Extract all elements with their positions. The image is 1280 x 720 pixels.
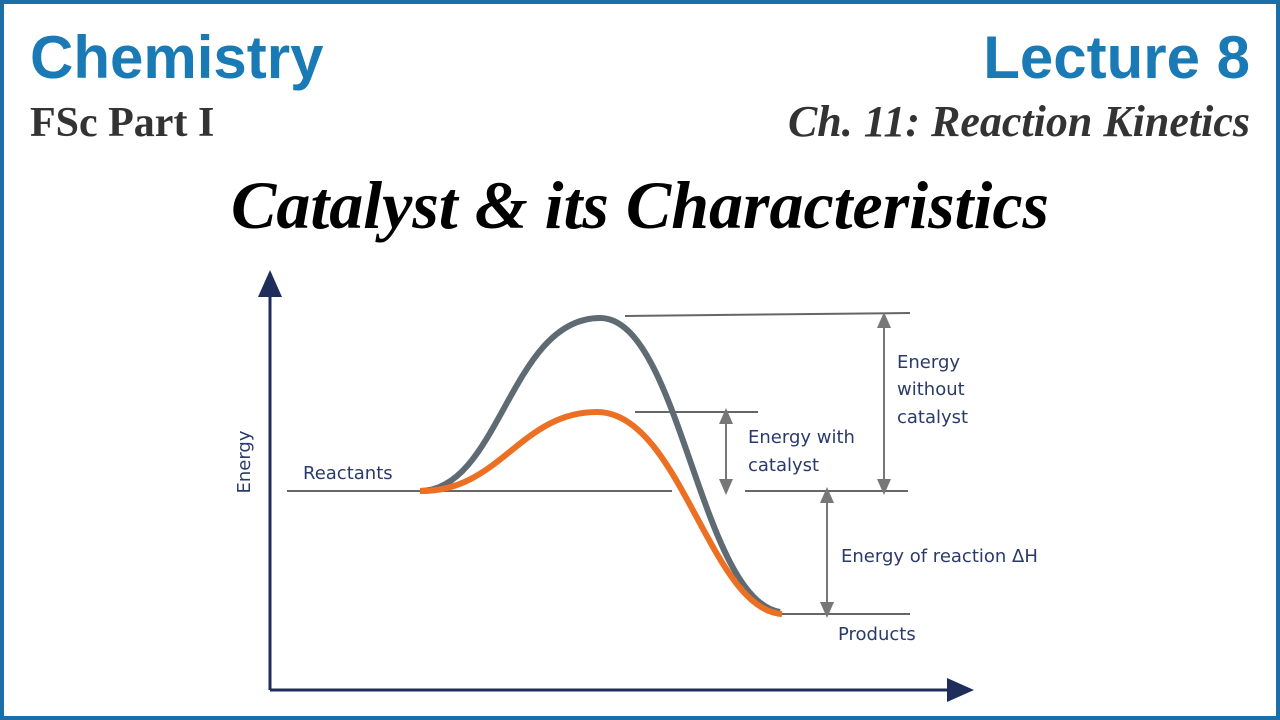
lecture: Lecture 8 [983, 24, 1250, 91]
reactants-label: Reactants [303, 463, 393, 484]
chapter: Ch. 11: Reaction Kinetics [788, 97, 1250, 146]
without-label: catalyst [897, 407, 968, 428]
uncatalyzed-curve [419, 314, 781, 615]
reaction-energy-label: Energy of reaction ΔH [841, 546, 1038, 567]
level: FSc Part I [30, 100, 214, 146]
diagram: Energy Reactants Products Energy without… [234, 270, 1038, 702]
without-label: without [897, 379, 965, 400]
y-axis-label: Energy [234, 430, 255, 493]
with-label: catalyst [748, 455, 819, 476]
with-label: Energy with [748, 427, 855, 448]
peak-level [624, 312, 911, 317]
catalyzed-curve [419, 408, 783, 617]
title: Catalyst & its Characteristics [231, 167, 1049, 243]
without-label: Energy [897, 352, 960, 373]
subject: Chemistry [30, 24, 324, 91]
products-label: Products [838, 624, 916, 645]
